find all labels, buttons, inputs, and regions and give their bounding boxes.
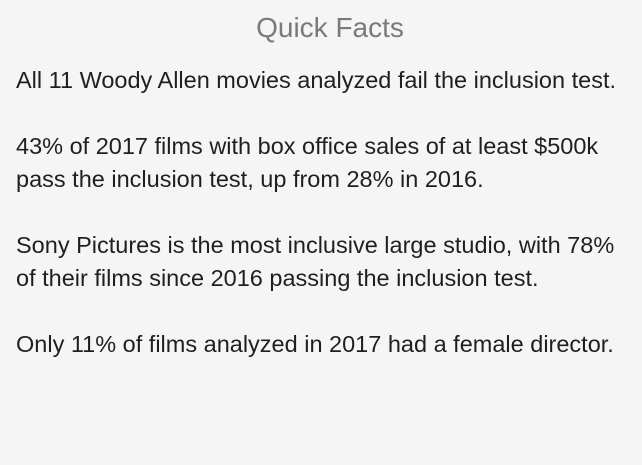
fact-item-box-office: 43% of 2017 films with box office sales … bbox=[16, 133, 599, 192]
facts-list: All 11 Woody Allen movies analyzed fail … bbox=[16, 64, 636, 361]
fact-item-female-director: Only 11% of films analyzed in 2017 had a… bbox=[16, 331, 614, 357]
fact-item-woody-allen: All 11 Woody Allen movies analyzed fail … bbox=[16, 67, 617, 93]
fact-item-sony-pictures: Sony Pictures is the most inclusive larg… bbox=[16, 232, 615, 291]
panel-title: Quick Facts bbox=[256, 12, 404, 43]
